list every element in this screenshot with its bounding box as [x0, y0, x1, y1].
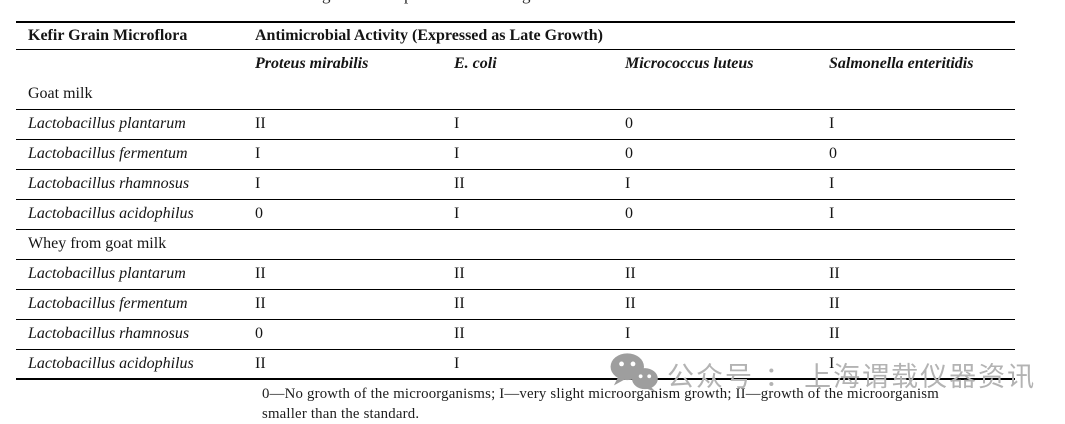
- table-row: Lactobacillus plantarum II I 0 I: [16, 109, 1016, 139]
- species-name: Lactobacillus rhamnosus: [28, 175, 190, 192]
- value-cell: II: [454, 175, 465, 192]
- value-cell: II: [829, 295, 840, 312]
- value-cell: II: [454, 265, 465, 282]
- table-row: Lactobacillus fermentum I I 0 0: [16, 139, 1016, 169]
- caption-fragment: p: [404, 0, 413, 3]
- value-cell: 0: [625, 115, 633, 132]
- value-cell: 0: [829, 145, 837, 162]
- value-cell: II: [625, 265, 636, 282]
- value-cell: I: [454, 205, 460, 222]
- table-footnote: 0—No growth of the microorganisms; I—ver…: [262, 384, 939, 424]
- value-cell: II: [625, 295, 636, 312]
- table-row: Lactobacillus plantarum II II II II: [16, 259, 1016, 289]
- table-row: Lactobacillus rhamnosus I II I I: [16, 169, 1016, 199]
- table-header: Kefir Grain Microflora Antimicrobial Act…: [16, 22, 1016, 79]
- group-header-antimicrobial-activity: Antimicrobial Activity (Expressed as Lat…: [255, 26, 603, 44]
- value-cell: I: [829, 354, 835, 372]
- value-cell: II: [255, 354, 266, 372]
- species-name: Lactobacillus fermentum: [28, 145, 188, 162]
- section-row: Goat milk: [16, 79, 1016, 109]
- value-cell: II: [829, 265, 840, 282]
- value-cell: 0: [255, 205, 263, 222]
- table-body: Goat milk Lactobacillus plantarum II I 0 I Lac…: [16, 79, 1016, 379]
- value-cell: I: [454, 115, 460, 132]
- section-label: Whey from goat milk: [28, 235, 167, 252]
- value-cell: II: [255, 115, 266, 132]
- value-cell: II: [829, 325, 840, 342]
- species-name: Lactobacillus fermentum: [28, 295, 188, 312]
- results-table: Kefir Grain Microflora Antimicrobial Act…: [16, 21, 1016, 380]
- section-label: Goat milk: [28, 84, 93, 102]
- header-row-2: Proteus mirabilis E. coli Micrococcus lu…: [16, 49, 1015, 79]
- table-row: Lactobacillus acidophilus II I I I: [16, 349, 1015, 379]
- table-row: Lactobacillus fermentum II II II II: [16, 289, 1016, 319]
- value-cell: II: [454, 295, 465, 312]
- value-cell: 0: [255, 325, 263, 342]
- column-header-proteus-mirabilis: Proteus mirabilis: [255, 55, 369, 73]
- caption-fragment: g: [522, 0, 531, 3]
- column-header-salmonella-enteritidis: Salmonella enteritidis: [829, 55, 974, 73]
- species-name: Lactobacillus rhamnosus: [28, 325, 190, 342]
- footnote-line-1: 0—No growth of the microorganisms; I—ver…: [262, 386, 939, 402]
- column-header-microflora: Kefir Grain Microflora: [28, 26, 188, 44]
- footnote-line-2: smaller than the standard.: [262, 406, 420, 422]
- column-header-empty: [16, 49, 253, 79]
- header-row-1: Kefir Grain Microflora Antimicrobial Act…: [16, 22, 1016, 49]
- species-name: Lactobacillus plantarum: [28, 265, 186, 282]
- value-cell: I: [454, 145, 460, 162]
- value-cell: I: [625, 325, 631, 342]
- value-cell: I: [625, 354, 631, 372]
- value-cell: I: [829, 205, 835, 222]
- column-header-e-coli: E. coli: [454, 55, 497, 73]
- value-cell: I: [255, 175, 261, 192]
- table-row: Lactobacillus rhamnosus 0 II I II: [16, 319, 1016, 349]
- value-cell: I: [255, 145, 261, 162]
- section-row: Whey from goat milk: [16, 229, 1016, 259]
- species-name: Lactobacillus plantarum: [28, 115, 186, 132]
- species-name: Lactobacillus acidophilus: [28, 354, 194, 372]
- value-cell: I: [829, 115, 835, 132]
- column-header-micrococcus-luteus: Micrococcus luteus: [625, 55, 754, 73]
- value-cell: I: [454, 354, 460, 372]
- value-cell: 0: [625, 205, 633, 222]
- value-cell: II: [454, 325, 465, 342]
- value-cell: II: [255, 295, 266, 312]
- table-row: Lactobacillus acidophilus 0 I 0 I: [16, 199, 1016, 229]
- species-name: Lactobacillus acidophilus: [28, 205, 194, 222]
- caption-fragment: g: [322, 0, 331, 3]
- value-cell: I: [829, 175, 835, 192]
- value-cell: II: [255, 265, 266, 282]
- value-cell: 0: [625, 145, 633, 162]
- value-cell: I: [625, 175, 631, 192]
